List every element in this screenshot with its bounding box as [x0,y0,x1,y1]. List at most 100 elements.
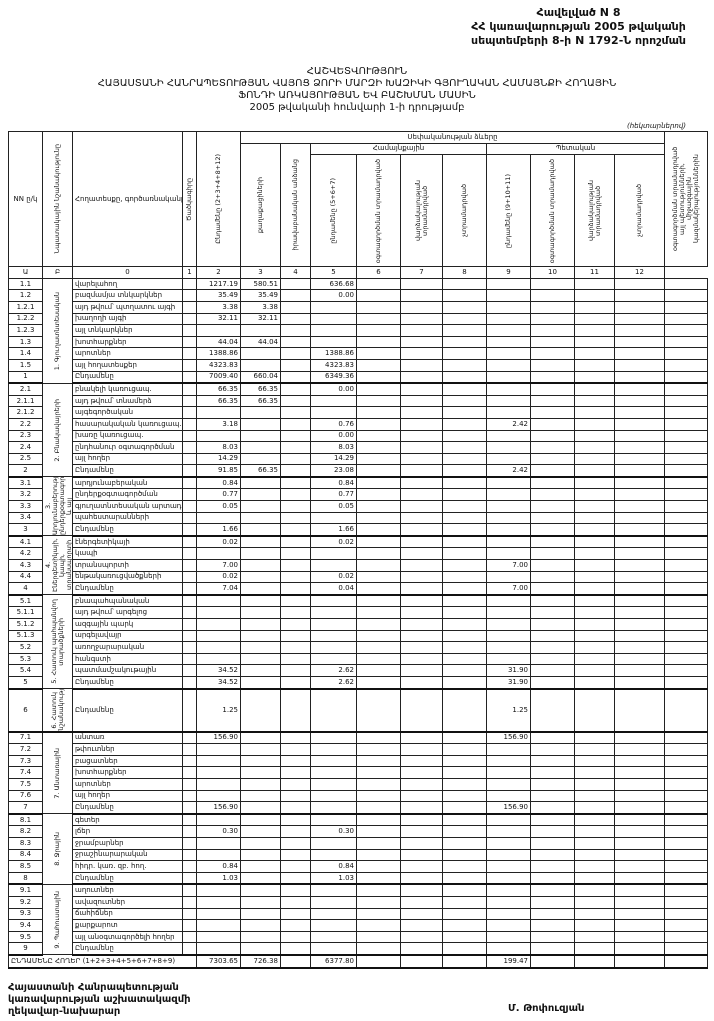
value-cell [574,464,615,478]
value-cell [356,837,401,850]
value-cell [356,919,401,932]
value-cell [486,406,531,419]
value-cell: 32.11 [196,312,241,326]
land-table: NN ը/կ Նպատակային նշանակությունը Հողատեսքը… [8,130,708,969]
value-cell [442,476,487,490]
value-cell [486,277,531,291]
row-number: 4.2 [8,547,43,561]
row-number: 3.4 [8,511,43,525]
value-cell [613,907,666,921]
value-cell [613,789,666,803]
code-cell [182,511,197,525]
value-cell [486,825,531,839]
value-cell [574,954,615,969]
value-cell [196,606,241,620]
value-cell [486,896,531,909]
header-note: Հավելված N 8 ՀՀ կառավարության 2005 թվական… [471,6,686,48]
table-row: 2.1.2 այգեգործական [8,406,708,419]
value-cell [280,789,311,803]
row-number: 6 [8,688,43,733]
value-cell [664,547,708,561]
value-cell [310,629,357,643]
value-cell [310,312,357,326]
title-line: ՀԱՅԱՍՏԱՆԻ ՀԱՆՐԱՊԵՏՈՒԹՅԱՆ ՎԱՅՈՑ ՁՈՐԻ ՄԱՐԶ… [97,78,617,89]
table-row: 4.1 4. Էներգետիկայի, կապի, տրանսպորտի էներ… [8,535,708,596]
value-cell [613,476,666,490]
value-cell [442,535,487,549]
value-cell [280,570,311,584]
value-cell [356,731,401,745]
value-cell [280,289,311,302]
value-cell [280,382,311,396]
value-cell: 91.85 [196,464,241,478]
header-text: օգտագործման տրամադրված [548,158,556,263]
header-cell: Սեփականության ձևերը [239,131,666,144]
value-cell [530,675,575,690]
value-cell: 2.62 [310,675,357,690]
code-cell [182,535,197,549]
footer-line: Հայաստանի Հանրապետության [8,982,179,993]
value-cell [574,896,615,909]
group-cell: 6. Հատուկ նշանակության [42,688,73,733]
code-cell [182,358,197,372]
table-row: 5.1.1 այդ թվում՝ արգելոց [8,606,708,620]
code-cell [182,871,197,886]
column-number: 12 [613,266,666,279]
value-cell [664,789,708,803]
value-cell: 0.76 [310,417,357,431]
value-cell [574,594,615,608]
value-cell [530,335,575,349]
code-cell [182,394,197,408]
value-cell [574,523,615,537]
value-cell [400,930,443,944]
value-cell [664,754,708,768]
value-cell [486,547,531,561]
group-label: 6. Հատուկ նշանակության [49,688,65,731]
value-cell [240,813,281,827]
row-number: 3.3 [8,500,43,513]
value-cell [400,688,443,733]
value-cell [240,488,281,502]
value-cell [530,324,575,337]
value-cell: 156.90 [196,731,241,745]
value-cell [442,754,487,768]
value-cell: 0.30 [310,825,357,839]
value-cell [356,488,401,502]
value-cell: 2.42 [486,417,531,431]
value-cell: 31.90 [486,664,531,677]
value-cell [356,930,401,944]
value-cell [530,688,575,733]
header-text: Սեփականության ձևերը [407,132,498,141]
row-number: 7.5 [8,778,43,791]
value-cell [574,606,615,620]
value-cell [280,896,311,909]
value-cell: 0.84 [196,860,241,873]
value-cell [664,954,708,969]
value-cell [664,731,708,745]
column-number: 7 [400,266,443,279]
value-cell [574,754,615,768]
code-cell [182,907,197,921]
value-cell [664,930,708,944]
code-cell [182,766,197,780]
row-name: այլ հողատեսքեր [72,358,183,372]
value-cell [400,825,443,839]
table-row: 5.3 հանգստի [8,652,708,666]
value-cell: 8.03 [310,441,357,454]
row-name: վարելահող [72,277,183,291]
value-cell: 7009.40 [196,370,241,385]
value-cell [240,547,281,561]
table-row: 7.4 խոտհարքներ [8,766,708,780]
value-cell [310,559,357,572]
value-cell [400,417,443,431]
value-cell: 1.25 [486,688,531,733]
value-cell [280,919,311,932]
value-cell [486,618,531,631]
value-cell [486,860,531,873]
header-cell: Հողատեսքը, գործառնականը [72,130,183,268]
value-cell [280,731,311,745]
table-row: 1.2.2 խաղողի այգի 32.11 32.11 [8,312,708,326]
value-cell [400,406,443,419]
value-cell [400,766,443,780]
value-cell [664,594,708,608]
